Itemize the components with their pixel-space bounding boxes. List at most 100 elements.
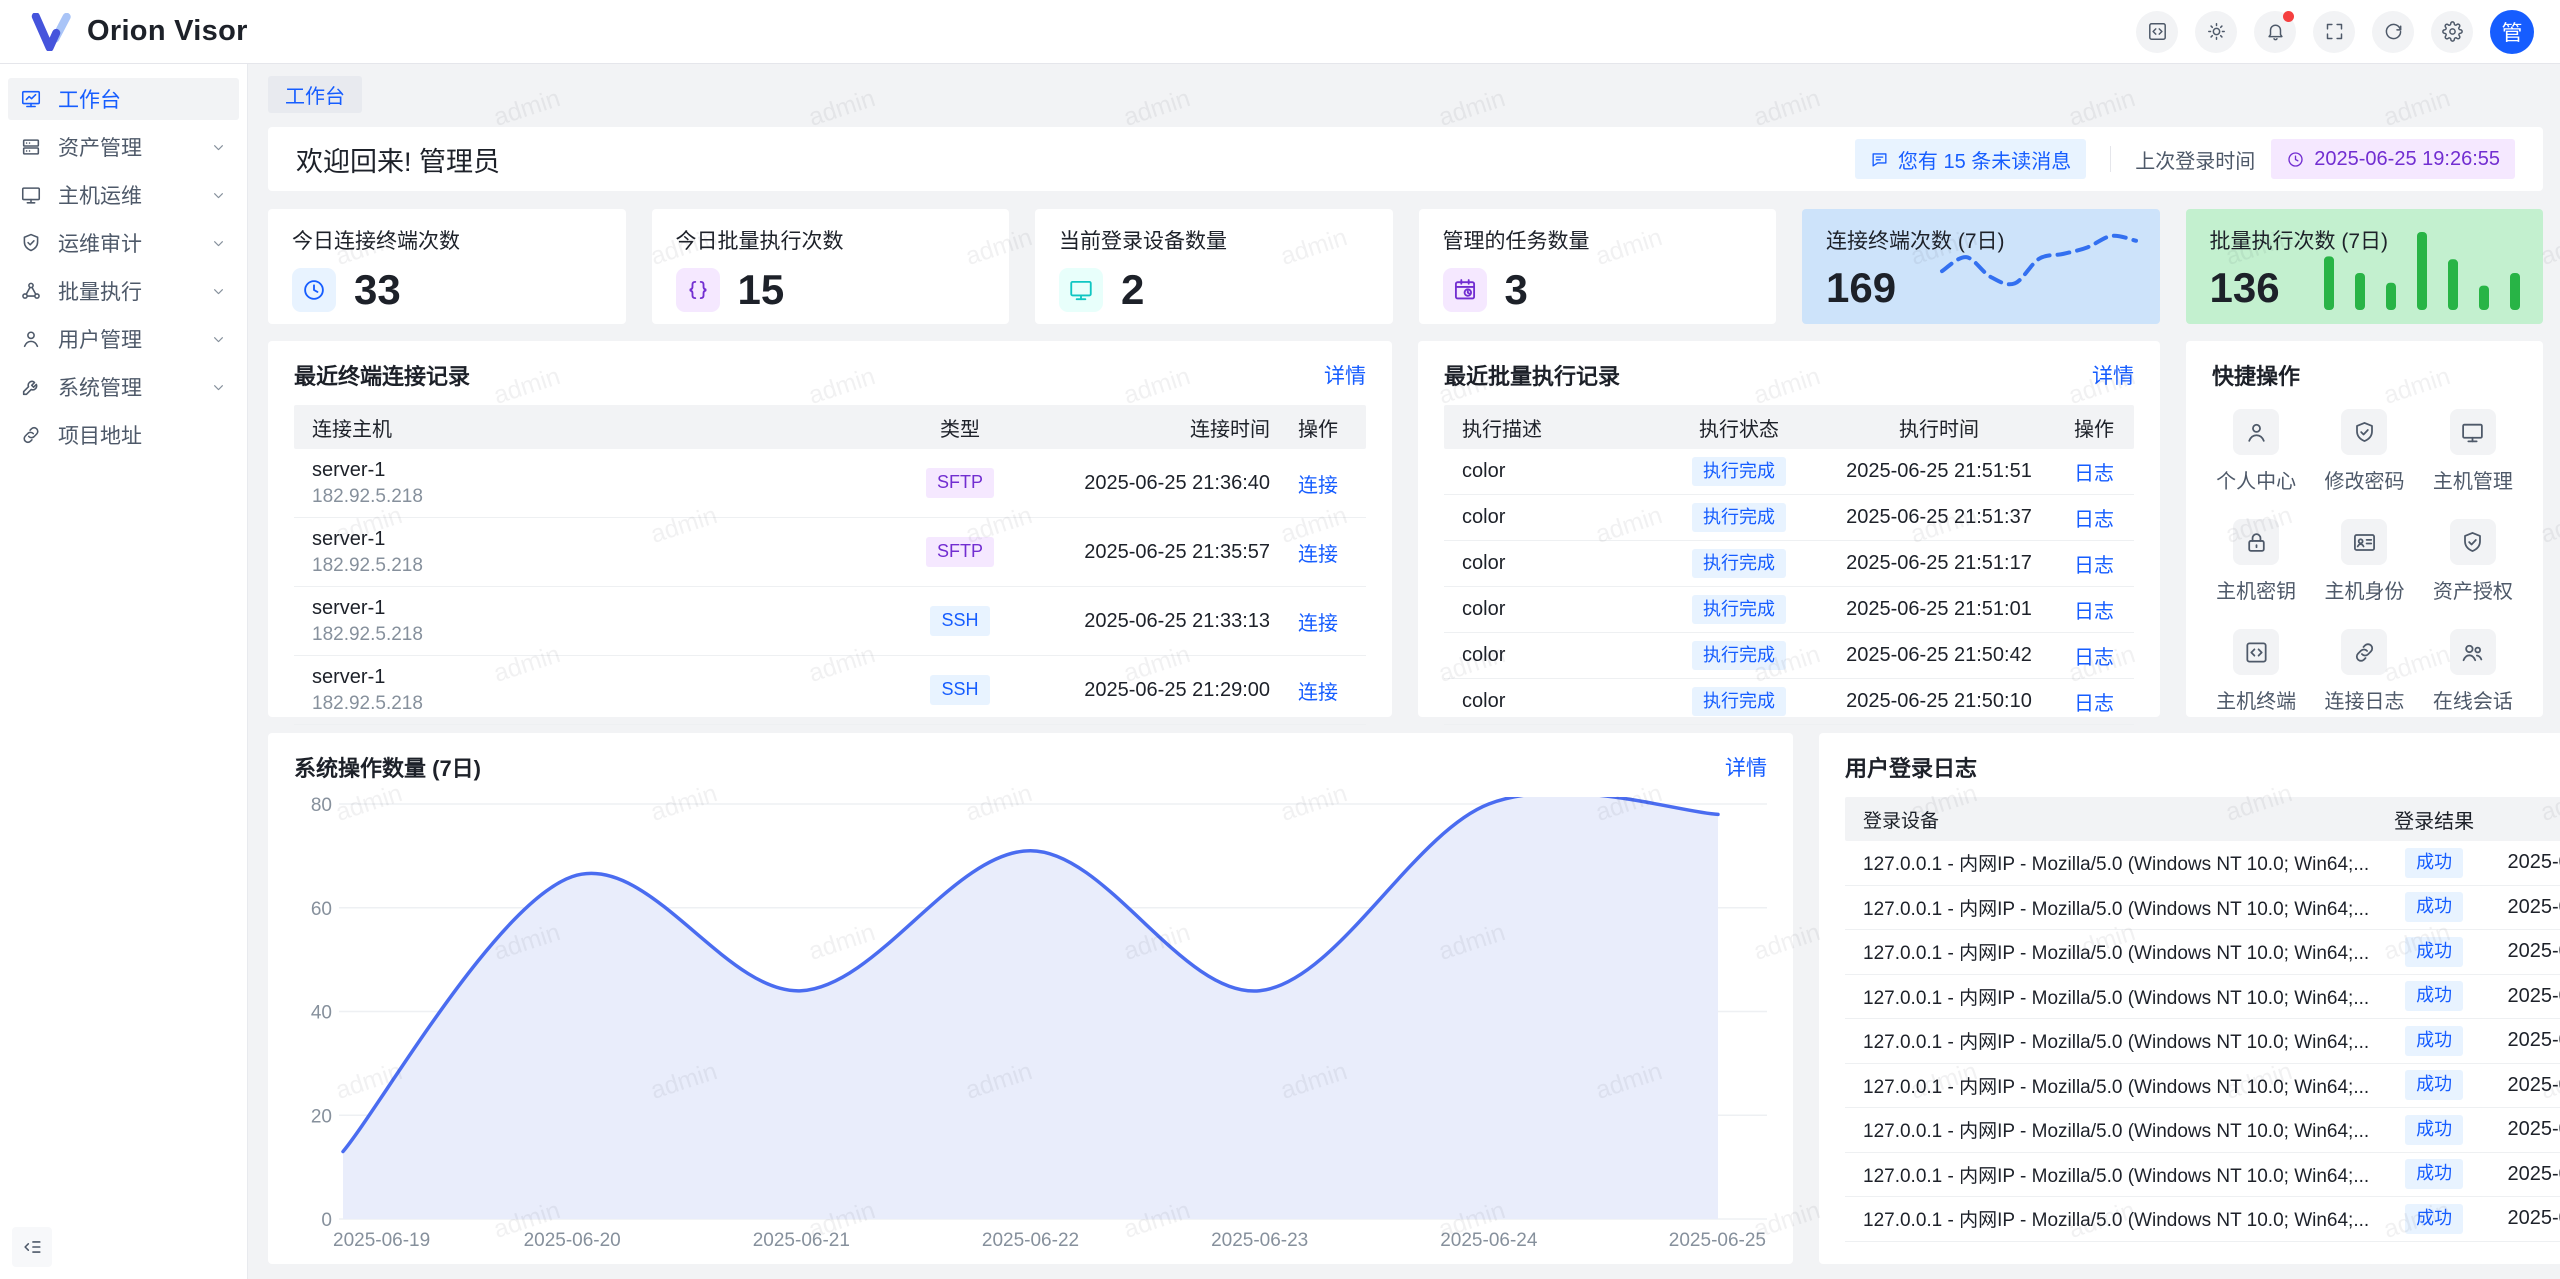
svg-text:2025-06-21: 2025-06-21 <box>753 1230 850 1251</box>
code-square-icon <box>2147 21 2168 42</box>
shield-icon <box>2341 409 2388 455</box>
quick-action-host-management[interactable]: 主机管理 <box>2419 409 2527 494</box>
login-log-row: 127.0.0.1 - 内网IP - Mozilla/5.0 (Windows … <box>1845 975 2560 1019</box>
recent-connections-detail-link[interactable]: 详情 <box>1324 365 1366 388</box>
sidebar: 工作台资产管理主机运维运维审计批量执行用户管理系统管理项目地址 <box>0 64 248 1279</box>
quick-action-host-identity[interactable]: 主机身份 <box>2310 519 2418 604</box>
login-time: 2025-06-06 16:08:17 <box>2507 895 2560 918</box>
column-header: 执行状态 <box>1699 418 1779 441</box>
lock-icon <box>2233 519 2280 565</box>
welcome-banner: 欢迎回来! 管理员 您有 15 条未读消息 上次登录时间 2025-06-25 … <box>268 127 2543 191</box>
connect-link[interactable]: 连接 <box>1298 543 1338 566</box>
quick-action-label: 主机密钥 <box>2216 581 2297 603</box>
system-operations-chart-card: 系统操作数量 (7日) 详情 0 20 40 60 80 2025-06-19 2025-0… <box>268 733 1793 1264</box>
app-logo[interactable]: Orion Visor <box>30 12 248 51</box>
quick-action-profile[interactable]: 个人中心 <box>2202 409 2310 494</box>
host-ip: 182.92.5.218 <box>312 623 423 645</box>
login-device: 127.0.0.1 - 内网IP - Mozilla/5.0 (Windows … <box>1863 1032 2370 1054</box>
login-device: 127.0.0.1 - 内网IP - Mozilla/5.0 (Windows … <box>1863 1165 2370 1187</box>
execution-row: color 执行完成 2025-06-25 21:51:37 日志 <box>1444 495 2134 541</box>
column-header: 连接时间 <box>1190 418 1270 441</box>
login-log-row: 127.0.0.1 - 内网IP - Mozilla/5.0 (Windows … <box>1845 1108 2560 1153</box>
chevron-down-icon <box>210 139 227 156</box>
log-link[interactable]: 日志 <box>2074 693 2114 715</box>
link-icon <box>2341 629 2388 675</box>
quick-action-connection-logs[interactable]: 连接日志 <box>2310 629 2418 714</box>
host-ip: 182.92.5.218 <box>312 554 423 576</box>
log-link[interactable]: 日志 <box>2074 463 2114 485</box>
user-avatar[interactable]: 管 <box>2490 9 2534 54</box>
quick-action-online-sessions[interactable]: 在线会话 <box>2419 629 2527 714</box>
connection-row: server-1 182.92.5.218 SSH 2025-06-25 21:29:… <box>294 656 1366 725</box>
status-badge: SFTP <box>925 468 994 498</box>
stat-card-current-login-devices: 当前登录设备数量 2 <box>1035 209 1393 324</box>
table-header: 登录设备 登录结果 登录时间 <box>1845 797 2560 841</box>
login-device: 127.0.0.1 - 内网IP - Mozilla/5.0 (Windows … <box>1863 1076 2370 1098</box>
sidebar-item-asset-management[interactable]: 资产管理 <box>8 126 239 168</box>
table-header: 连接主机 类型 连接时间 操作 <box>294 405 1366 449</box>
log-link[interactable]: 日志 <box>2074 601 2114 623</box>
chart-detail-link[interactable]: 详情 <box>1725 757 1767 780</box>
sidebar-item-ops-audit[interactable]: 运维审计 <box>8 222 239 264</box>
status-badge: 成功 <box>2405 1025 2464 1056</box>
bell-icon <box>2265 21 2286 42</box>
connect-link[interactable]: 连接 <box>1298 474 1338 497</box>
column-header: 连接主机 <box>312 418 392 441</box>
code-button[interactable] <box>2136 10 2178 53</box>
fullscreen-button[interactable] <box>2313 10 2355 53</box>
login-time: 2025-03-22 01:01:31 <box>2507 1118 2560 1141</box>
connection-time: 2025-06-25 21:35:57 <box>1084 540 1270 563</box>
host-name: server-1 <box>312 596 386 619</box>
stat-card-terminal-connections-7d: 连接终端次数 (7日) 169 <box>1802 209 2160 324</box>
sidebar-item-host-ops[interactable]: 主机运维 <box>8 174 239 216</box>
last-login-time-badge: 2025-06-25 19:26:55 <box>2271 139 2515 179</box>
sidebar-item-user-management[interactable]: 用户管理 <box>8 318 239 360</box>
quick-action-change-password[interactable]: 修改密码 <box>2310 409 2418 494</box>
login-time: 2025-04-03 01:36:58 <box>2507 1029 2560 1052</box>
sidebar-item-batch-execution[interactable]: 批量执行 <box>8 270 239 312</box>
sidebar-item-system-management[interactable]: 系统管理 <box>8 366 239 408</box>
login-time: 2025-03-22 00:42:34 <box>2507 1162 2560 1185</box>
theme-button[interactable] <box>2195 10 2237 53</box>
notification-button[interactable] <box>2254 10 2296 53</box>
log-link[interactable]: 日志 <box>2074 647 2114 669</box>
quick-action-host-keys[interactable]: 主机密钥 <box>2202 519 2310 604</box>
connect-link[interactable]: 连接 <box>1298 612 1338 635</box>
quick-action-label: 主机身份 <box>2324 581 2405 603</box>
chevron-down-icon <box>210 379 227 396</box>
header-actions: 管 <box>2136 9 2534 54</box>
column-header: 类型 <box>940 418 980 441</box>
system-operations-chart: 0 20 40 60 80 2025-06-19 2025-06-20 2025-06-21 2… <box>294 791 1767 1257</box>
refresh-button[interactable] <box>2372 10 2414 53</box>
execution-desc: color <box>1462 552 1506 574</box>
unread-messages-badge[interactable]: 您有 15 条未读消息 <box>1854 139 2087 179</box>
quick-action-host-terminal[interactable]: 主机终端 <box>2202 629 2310 714</box>
log-link[interactable]: 日志 <box>2074 509 2114 531</box>
connect-link[interactable]: 连接 <box>1298 681 1338 704</box>
idcard-icon <box>2341 519 2388 565</box>
stat-label: 今日连接终端次数 <box>292 230 460 253</box>
login-device: 127.0.0.1 - 内网IP - Mozilla/5.0 (Windows … <box>1863 854 2370 876</box>
sparkline-line-chart <box>1939 233 2138 287</box>
sidebar-item-label: 系统管理 <box>58 377 142 400</box>
recent-executions-detail-link[interactable]: 详情 <box>2092 365 2134 388</box>
login-log-row: 127.0.0.1 - 内网IP - Mozilla/5.0 (Windows … <box>1845 841 2560 886</box>
login-time: 2025-06-25 19:26:55 <box>2507 851 2560 874</box>
user-icon <box>20 328 42 350</box>
status-badge: SSH <box>930 675 990 705</box>
bottom-row: 系统操作数量 (7日) 详情 0 20 40 60 80 2025-06-19 2025-0… <box>268 733 2560 1264</box>
execution-desc: color <box>1462 598 1506 620</box>
login-device: 127.0.0.1 - 内网IP - Mozilla/5.0 (Windows … <box>1863 898 2370 920</box>
sidebar-collapse-button[interactable] <box>12 1227 52 1267</box>
svg-text:20: 20 <box>311 1106 332 1127</box>
settings-button[interactable] <box>2431 10 2473 53</box>
sidebar-item-project-url[interactable]: 项目地址 <box>8 414 239 456</box>
execution-row: color 执行完成 2025-06-25 21:50:42 日志 <box>1444 633 2134 679</box>
log-link[interactable]: 日志 <box>2074 555 2114 577</box>
quick-action-asset-authorization[interactable]: 资产授权 <box>2419 519 2527 604</box>
status-badge: SSH <box>930 606 990 636</box>
user-icon <box>2233 409 2280 455</box>
dashboard-icon <box>20 88 42 110</box>
sidebar-item-workbench[interactable]: 工作台 <box>8 78 239 120</box>
breadcrumb-item-workbench[interactable]: 工作台 <box>268 76 362 113</box>
